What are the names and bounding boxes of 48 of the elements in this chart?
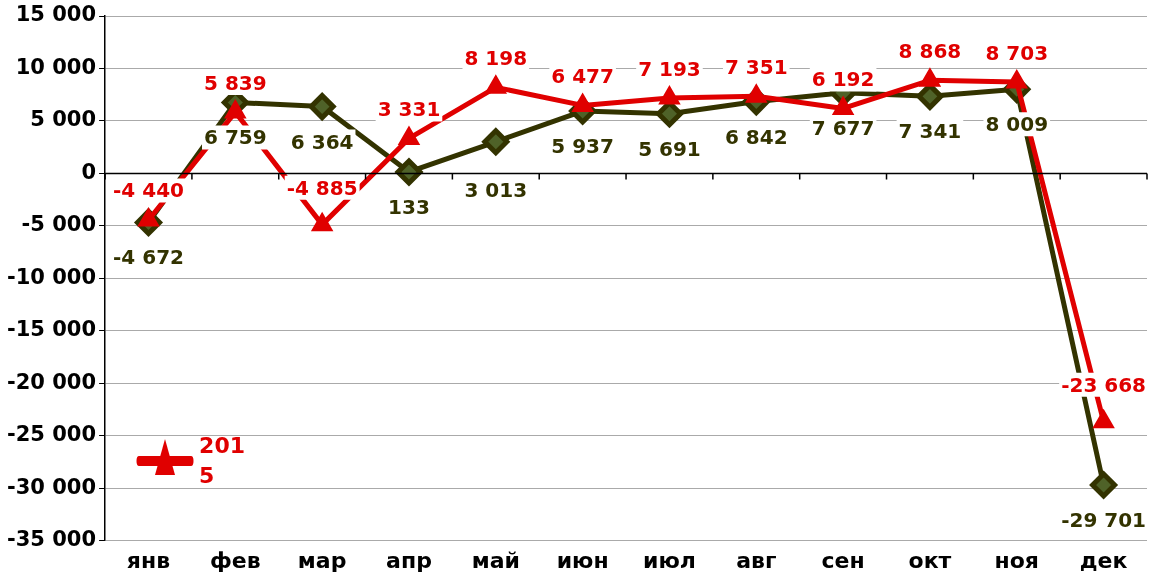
y-tick-label: -20 000 bbox=[6, 369, 97, 394]
y-tick-label: -25 000 bbox=[6, 422, 97, 447]
y-tick-label: 5 000 bbox=[30, 107, 97, 132]
data-label: 6 477 bbox=[551, 64, 614, 89]
y-tick-label: -15 000 bbox=[6, 317, 97, 342]
legend-label: 2015 bbox=[199, 431, 246, 490]
x-tick-label: фев bbox=[209, 547, 261, 573]
data-label: 6 759 bbox=[204, 125, 267, 150]
data-label: -29 701 bbox=[1061, 508, 1147, 532]
x-tick-label: ноя bbox=[994, 547, 1039, 573]
x-tick-label: апр bbox=[386, 547, 432, 573]
data-label: 5 691 bbox=[638, 136, 701, 161]
y-tick-label: -30 000 bbox=[6, 474, 97, 499]
data-label: 5 937 bbox=[551, 134, 614, 159]
data-label: 7 677 bbox=[811, 115, 875, 140]
x-tick-label: дек bbox=[1079, 547, 1128, 573]
y-tick-label: -35 000 bbox=[6, 527, 97, 552]
x-tick-label: сен bbox=[821, 547, 865, 573]
data-label: 7 351 bbox=[724, 55, 788, 80]
data-label: 3 013 bbox=[464, 178, 528, 203]
data-label: 8 198 bbox=[464, 46, 528, 71]
x-tick-label: июн bbox=[556, 547, 609, 573]
data-label: 5 839 bbox=[204, 71, 267, 96]
data-label: 3 331 bbox=[377, 97, 441, 122]
y-tick-label: 15 000 bbox=[15, 2, 97, 27]
data-label: 6 192 bbox=[811, 67, 875, 92]
y-tick-label: -10 000 bbox=[6, 264, 97, 289]
x-tick-label: май bbox=[471, 547, 520, 573]
data-label: -4 672 bbox=[113, 245, 184, 270]
x-tick-label: авг bbox=[736, 547, 777, 573]
data-label: -23 668 bbox=[1061, 372, 1147, 397]
data-label: 7 193 bbox=[638, 56, 701, 81]
data-label: 8 009 bbox=[985, 112, 1049, 137]
x-tick-label: июл bbox=[643, 547, 696, 573]
data-label: 8 868 bbox=[898, 39, 962, 64]
data-label: -4 440 bbox=[113, 178, 184, 203]
y-tick-label: 10 000 bbox=[15, 54, 97, 79]
x-tick-label: окт bbox=[908, 547, 952, 573]
data-label: 8 703 bbox=[985, 41, 1049, 66]
x-tick-label: мар bbox=[297, 547, 347, 573]
data-label: 6 842 bbox=[724, 124, 788, 149]
data-label: 7 341 bbox=[898, 119, 962, 144]
x-tick-label: янв bbox=[126, 547, 171, 573]
data-label: 133 bbox=[388, 194, 430, 219]
data-label: -4 885 bbox=[286, 175, 358, 200]
y-tick-label: 0 bbox=[81, 159, 97, 184]
data-label: 6 364 bbox=[290, 129, 354, 154]
y-tick-label: -5 000 bbox=[21, 212, 97, 237]
